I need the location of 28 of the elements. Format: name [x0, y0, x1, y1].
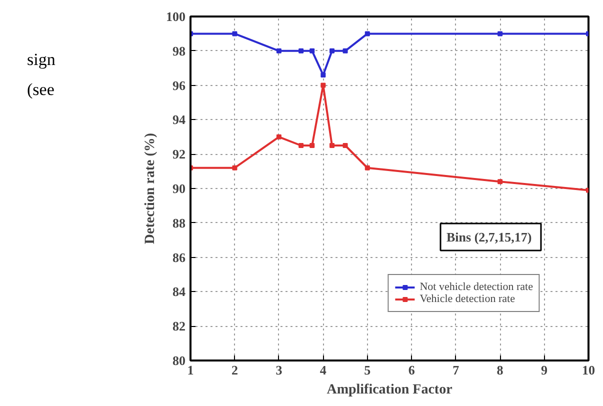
y-tick-label: 100: [166, 9, 186, 24]
x-tick-label: 7: [452, 362, 460, 378]
y-tick-label: 86: [172, 250, 186, 265]
x-tick-label: 3: [276, 362, 283, 378]
text: sign: [27, 50, 56, 69]
y-axis-title: Detection rate (%): [143, 132, 158, 244]
x-tick-label: 9: [541, 362, 548, 378]
y-tick-label: 82: [172, 318, 186, 334]
legend-label: Not vehicle detection rate: [420, 281, 533, 293]
y-tick-label: 96: [172, 78, 186, 93]
y-tick-label: 92: [172, 146, 186, 162]
y-tick-label: 94: [172, 112, 186, 128]
legend-label: Vehicle detection rate: [420, 293, 515, 305]
text: (see: [27, 80, 54, 99]
y-tick-label: 98: [172, 43, 186, 58]
y-tick-label: 84: [172, 284, 186, 300]
annotation: Bins (2,7,15,17): [446, 230, 532, 244]
y-tick-label: 88: [172, 215, 186, 230]
x-tick-label: 8: [496, 362, 504, 378]
x-tick-label: 1: [187, 362, 194, 378]
x-axis-title: Amplification Factor: [326, 382, 452, 398]
x-tick-label: 4: [320, 362, 327, 378]
x-tick-label: 5: [364, 362, 372, 378]
x-tick-label: 2: [231, 362, 238, 378]
y-tick-label: 90: [172, 181, 186, 196]
x-tick-label: 6: [408, 362, 416, 378]
y-tick-label: 80: [172, 353, 186, 368]
x-tick-label: 10: [582, 362, 595, 378]
